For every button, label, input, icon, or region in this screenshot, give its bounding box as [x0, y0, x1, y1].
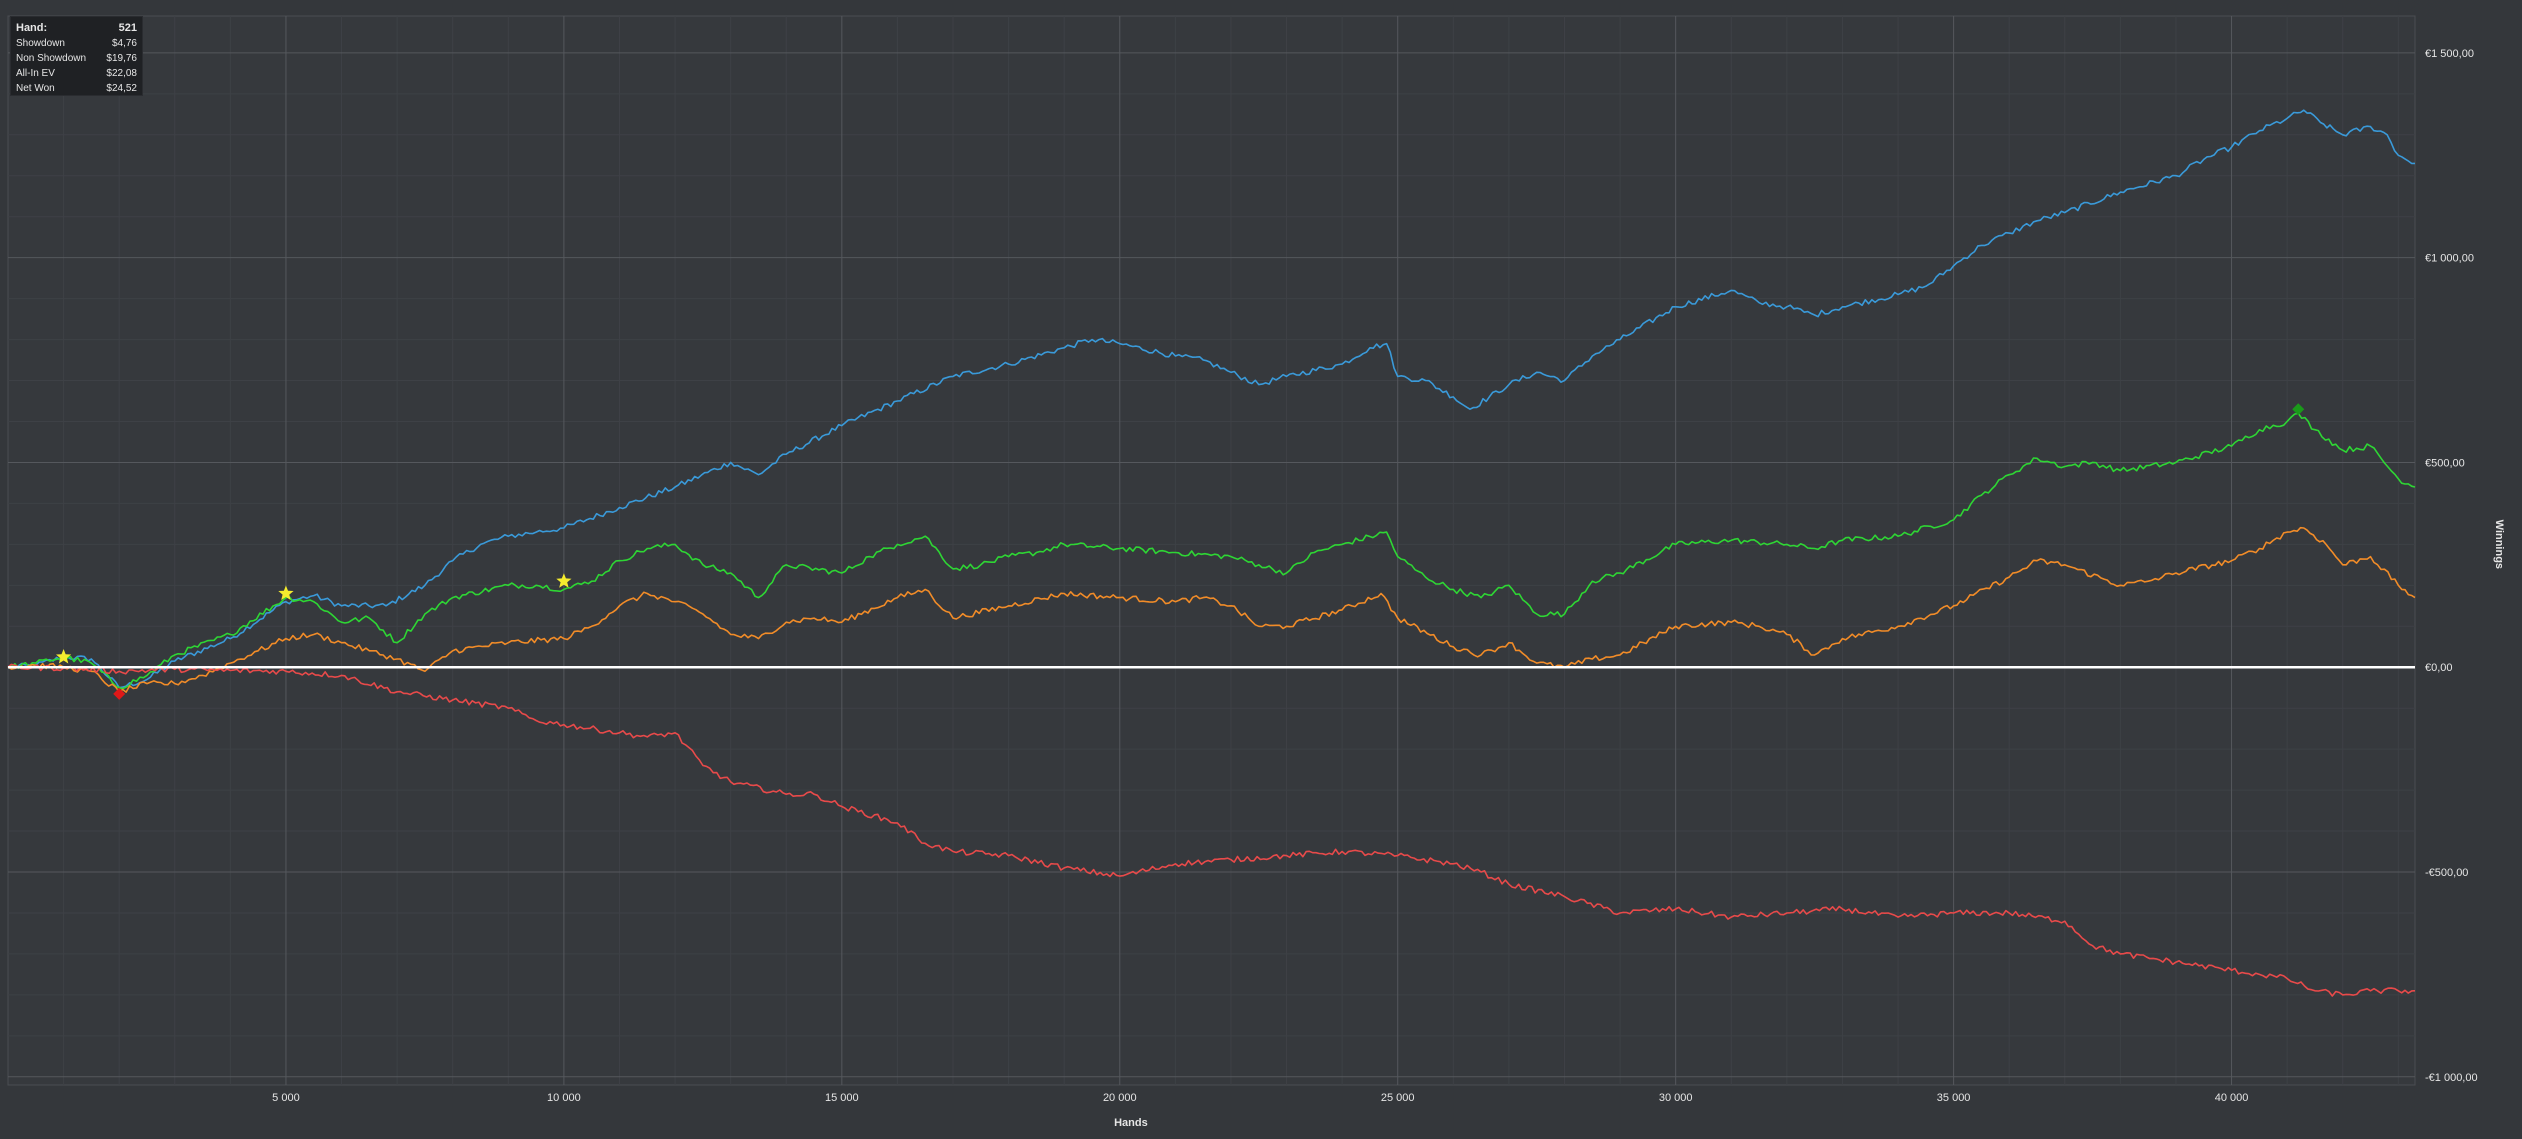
x-tick-label: 15 000 — [825, 1092, 859, 1104]
tooltip-hand-label: Hand: — [16, 22, 48, 34]
marker-diamond — [2292, 403, 2305, 416]
y-tick-label: €500,00 — [2425, 457, 2465, 469]
tooltip-hand-value: 521 — [118, 22, 137, 34]
tooltip-row-value: $19,76 — [106, 53, 137, 64]
plot-area — [7, 15, 2416, 1086]
marker-star — [56, 649, 72, 664]
x-tick-label: 40 000 — [2215, 1092, 2249, 1104]
x-axis-label: Hands — [1114, 1117, 1148, 1129]
marker-star — [556, 573, 572, 588]
series-line-2 — [7, 526, 2416, 693]
y-tick-label: -€1 000,00 — [2425, 1072, 2478, 1084]
x-tick-label: 35 000 — [1937, 1092, 1971, 1104]
tooltip-row-value: $22,08 — [106, 68, 137, 79]
x-tick-label: 10 000 — [547, 1092, 581, 1104]
marker-star — [278, 585, 294, 600]
y-tick-label: €1 000,00 — [2425, 253, 2474, 265]
tooltip-row-label: Net Won — [16, 83, 55, 94]
x-tick-label: 25 000 — [1381, 1092, 1415, 1104]
y-tick-label: €0,00 — [2425, 662, 2453, 674]
tooltip-row-showdown: Showdown $4,76 — [16, 36, 137, 51]
tooltip-row-value: $4,76 — [111, 38, 137, 49]
y-axis-label: Winnings — [2493, 520, 2505, 569]
x-tick-label: 5 000 — [272, 1092, 300, 1104]
tooltip-row-label: Non Showdown — [16, 53, 87, 64]
y-tick-label: €1 500,00 — [2425, 48, 2474, 60]
tooltip-row-net-won: Net Won $24,52 — [16, 81, 137, 96]
x-tick-label: 20 000 — [1103, 1092, 1137, 1104]
hand-tooltip: Hand: 521 Showdown $4,76 Non Showdown $1… — [10, 16, 143, 96]
tooltip-row-label: Showdown — [16, 38, 65, 49]
series-line-3 — [7, 663, 2416, 997]
tooltip-row-label: All-In EV — [16, 68, 55, 79]
tooltip-row-all-in-ev: All-In EV $22,08 — [16, 66, 137, 81]
x-tick-label: 30 000 — [1659, 1092, 1693, 1104]
tooltip-row-value: $24,52 — [106, 83, 137, 94]
marker-diamond — [113, 687, 126, 700]
series-line-0 — [7, 109, 2416, 689]
y-tick-label: -€500,00 — [2425, 867, 2468, 879]
series-line-1 — [7, 412, 2416, 690]
tooltip-row-non-showdown: Non Showdown $19,76 — [16, 51, 137, 66]
tooltip-hand-row: Hand: 521 — [16, 21, 137, 36]
